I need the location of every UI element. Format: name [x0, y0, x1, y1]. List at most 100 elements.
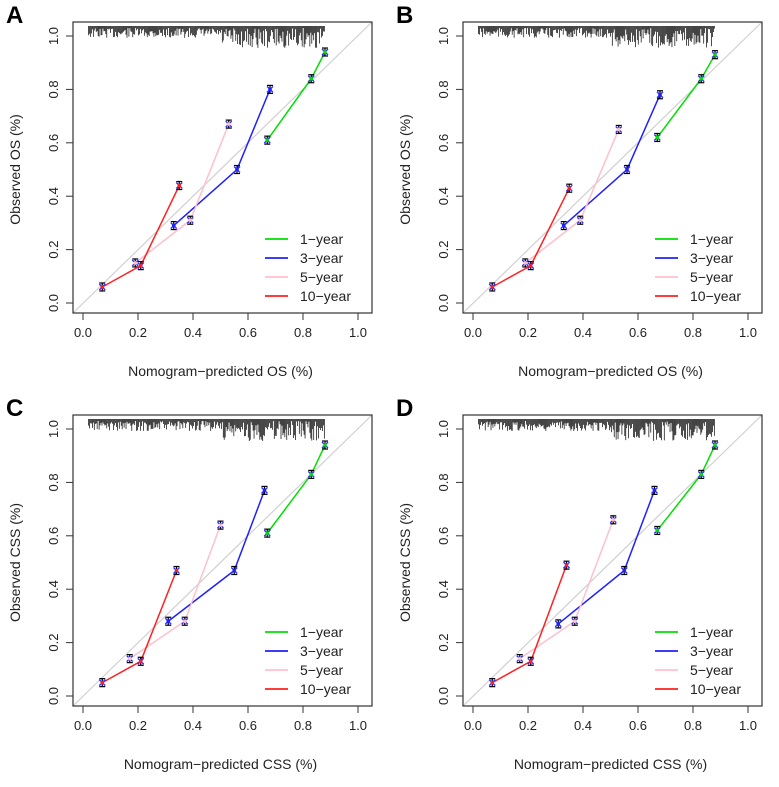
- chart-svg: 0.0 0.2 0.4 0.6 0.8 1.0 0.0 0.2 0.4 0.6 0.8 1.0 Nomo…: [397, 21, 763, 379]
- data-point: [263, 528, 271, 538]
- point-marker: [177, 183, 182, 188]
- x-tick-label: 0.0: [74, 325, 92, 340]
- ideal-diagonal: [462, 414, 763, 707]
- point-marker: [323, 50, 327, 54]
- legend-label: 10−year: [690, 681, 741, 697]
- point-marker: [265, 138, 270, 142]
- y-axis-label: Observed CSS (%): [7, 503, 23, 622]
- point-marker: [655, 135, 660, 140]
- y-tick-label: 0.6: [436, 134, 451, 152]
- x-tick-label: 0.4: [574, 718, 592, 733]
- point-marker: [564, 563, 569, 567]
- ideal-diagonal: [72, 21, 373, 314]
- panel-d: 0.0 0.2 0.4 0.6 0.8 1.0 0.0 0.2 0.4 0.6 0.8 1.0 Nomo…: [390, 393, 779, 787]
- legend-label: 3−year: [300, 643, 344, 659]
- data-point: [261, 485, 268, 496]
- data-point: [563, 560, 570, 570]
- data-point: [711, 440, 719, 450]
- x-tick-label: 1.0: [739, 325, 757, 340]
- y-tick-label: 0.4: [46, 187, 61, 205]
- y-tick-label: 0.8: [436, 80, 451, 98]
- data-point: [527, 261, 535, 271]
- y-tick-label: 0.6: [436, 527, 451, 545]
- data-point: [697, 74, 705, 84]
- x-tick-label: 0.0: [464, 325, 482, 340]
- data-point: [126, 654, 134, 664]
- data-point: [697, 469, 705, 479]
- data-point: [164, 616, 172, 626]
- point-marker: [699, 472, 704, 477]
- data-point: [571, 616, 579, 626]
- point-marker: [699, 76, 704, 81]
- y-tick-label: 0.2: [46, 634, 61, 652]
- panel-label: C: [6, 395, 24, 422]
- point-marker: [138, 659, 143, 664]
- point-marker: [713, 52, 717, 57]
- point-marker: [182, 619, 187, 624]
- legend-label: 1−year: [690, 624, 734, 640]
- x-tick-label: 0.2: [129, 325, 147, 340]
- series-line-10−year: [101, 185, 180, 288]
- point-marker: [561, 223, 566, 228]
- point-marker: [188, 218, 193, 223]
- panel-label: A: [6, 2, 24, 29]
- x-tick-label: 0.6: [629, 325, 647, 340]
- point-marker: [572, 619, 577, 624]
- y-tick-label: 0.6: [46, 527, 61, 545]
- ideal-diagonal: [462, 21, 763, 314]
- y-tick-label: 0.8: [46, 473, 61, 491]
- y-tick-label: 0.2: [436, 634, 451, 652]
- data-point: [623, 164, 631, 175]
- point-marker: [490, 680, 495, 685]
- legend-label: 1−year: [300, 231, 344, 247]
- legend-label: 3−year: [300, 250, 344, 266]
- point-marker: [265, 531, 270, 535]
- data-point: [170, 220, 178, 231]
- y-tick-label: 1.0: [46, 420, 61, 438]
- data-point: [711, 50, 719, 60]
- y-tick-label: 1.0: [46, 27, 61, 45]
- data-point: [186, 215, 194, 225]
- x-tick-label: 0.6: [239, 718, 257, 733]
- point-marker: [655, 528, 660, 533]
- plot-frame: [462, 414, 763, 707]
- panel-c: 0.0 0.2 0.4 0.6 0.8 1.0 0.0 0.2 0.4 0.6 0.8 1.0 Nomo…: [0, 393, 390, 787]
- data-point: [565, 183, 573, 193]
- x-axis-label: Nomogram−predicted CSS (%): [124, 756, 317, 772]
- data-point: [230, 565, 238, 576]
- point-marker: [616, 127, 621, 132]
- point-marker: [556, 622, 561, 626]
- legend-label: 1−year: [300, 624, 344, 640]
- data-point: [175, 180, 183, 191]
- point-marker: [611, 517, 616, 522]
- point-marker: [166, 619, 171, 624]
- point-marker: [309, 76, 314, 81]
- data-point: [615, 124, 623, 135]
- point-marker: [578, 218, 583, 223]
- data-point: [98, 678, 106, 688]
- data-point: [233, 164, 241, 175]
- data-point: [217, 520, 224, 530]
- x-tick-label: 0.4: [184, 325, 202, 340]
- data-point: [137, 656, 145, 666]
- series-line-3−year: [557, 490, 656, 625]
- data-point: [653, 525, 661, 536]
- panel-label: B: [396, 2, 414, 29]
- legend-label: 10−year: [300, 288, 351, 304]
- y-tick-label: 0.0: [46, 294, 61, 312]
- x-tick-label: 0.4: [184, 718, 202, 733]
- legend-label: 5−year: [300, 662, 344, 678]
- x-tick-label: 0.8: [294, 325, 312, 340]
- legend-label: 10−year: [690, 288, 741, 304]
- data-point: [609, 515, 617, 525]
- data-point: [266, 84, 274, 95]
- data-point: [98, 282, 106, 292]
- series-line-3−year: [167, 490, 266, 622]
- point-marker: [171, 223, 176, 228]
- plot-frame: [72, 21, 373, 314]
- data-point: [521, 258, 529, 268]
- point-marker: [218, 523, 223, 527]
- ideal-diagonal: [72, 414, 373, 707]
- chart-svg: 0.0 0.2 0.4 0.6 0.8 1.0 0.0 0.2 0.4 0.6 0.8 1.0 Nomo…: [397, 414, 763, 772]
- chart-svg: 0.0 0.2 0.4 0.6 0.8 1.0 0.0 0.2 0.4 0.6 0.8 1.0 Nomo…: [7, 414, 373, 772]
